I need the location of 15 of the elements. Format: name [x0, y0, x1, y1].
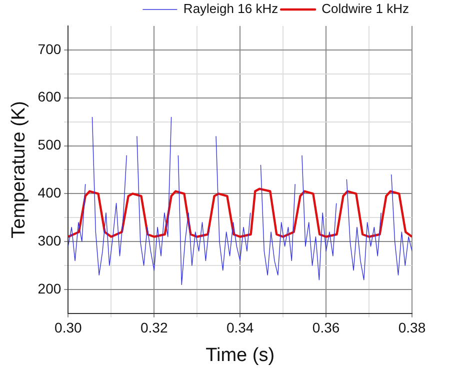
legend-label: Coldwire 1 kHz [322, 1, 410, 16]
x-tick-label: 0.32 [140, 320, 168, 336]
y-tick-label: 700 [38, 40, 62, 57]
x-axis-title: Time (s) [206, 344, 275, 366]
y-tick-label: 400 [38, 184, 62, 201]
x-tick-label: 0.36 [312, 320, 340, 336]
y-axis-title: Temperature (K) [8, 101, 30, 238]
x-tick-label: 0.30 [54, 320, 82, 336]
y-tick-label: 500 [38, 136, 62, 153]
legend-label: Rayleigh 16 kHz [183, 1, 278, 16]
y-tick-label: 300 [38, 232, 62, 248]
x-tick-label: 0.38 [398, 320, 426, 336]
y-tick-label: 600 [38, 88, 62, 105]
y-tick-label: 200 [38, 280, 62, 296]
x-tick-label: 0.34 [226, 320, 254, 336]
